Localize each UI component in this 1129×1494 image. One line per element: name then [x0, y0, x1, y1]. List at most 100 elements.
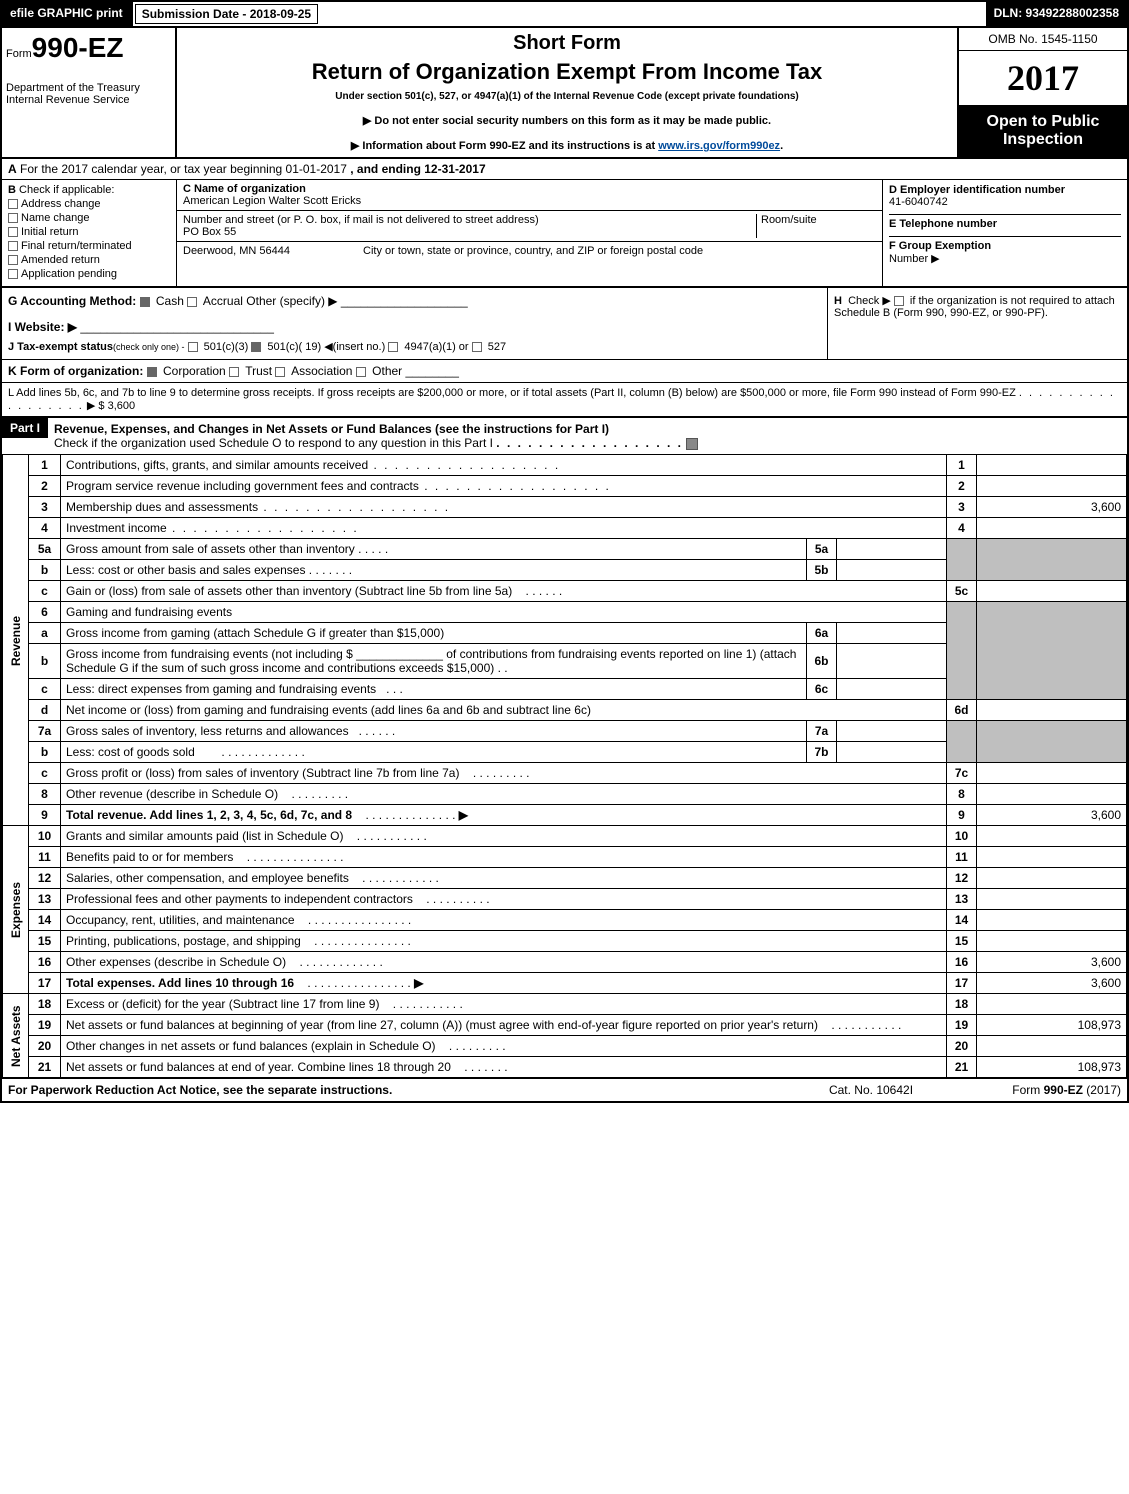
f-label: F Group Exemption — [889, 240, 991, 252]
footer-right-form: 990-EZ — [1044, 1083, 1083, 1097]
checkbox-other-org[interactable] — [356, 367, 366, 377]
checkbox-501c3[interactable] — [188, 342, 198, 352]
line-desc-pre: Gross income from fundraising events (no… — [66, 647, 356, 661]
header-right: OMB No. 1545-1150 2017 Open to Public In… — [957, 28, 1127, 157]
box-num: 1 — [947, 455, 977, 476]
line-desc: Other changes in net assets or fund bala… — [66, 1039, 436, 1053]
box-num: 4 — [947, 518, 977, 539]
linenum: b — [29, 742, 61, 763]
column-h: H Check ▶ if the organization is not req… — [827, 288, 1127, 359]
box-val: 108,973 — [977, 1057, 1127, 1078]
table-row: 12 Salaries, other compensation, and emp… — [3, 868, 1127, 889]
linenum: c — [29, 763, 61, 784]
section-b-c-d: B Check if applicable: Address change Na… — [2, 179, 1127, 286]
linenum: 21 — [29, 1057, 61, 1078]
checkbox-amended[interactable] — [8, 255, 18, 265]
table-row: 4 Investment income 4 — [3, 518, 1127, 539]
instructions-link[interactable]: www.irs.gov/form990ez — [658, 140, 780, 152]
dept-treasury: Department of the Treasury — [6, 82, 171, 94]
form-container: efile GRAPHIC print Submission Date - 20… — [0, 0, 1129, 1103]
h-text1: Check ▶ — [848, 295, 891, 307]
shaded-cell — [947, 602, 977, 700]
checkbox-name-change[interactable] — [8, 213, 18, 223]
row-g-h: G Accounting Method: Cash Accrual Other … — [2, 286, 1127, 359]
checkbox-initial-return[interactable] — [8, 227, 18, 237]
box-val — [977, 700, 1127, 721]
checkbox-h[interactable] — [894, 296, 904, 306]
line-desc: Gross sales of inventory, less returns a… — [66, 724, 349, 738]
box-num: 14 — [947, 910, 977, 931]
short-form-title: Short Form — [187, 32, 947, 55]
instruction-1: ▶ Do not enter social security numbers o… — [187, 114, 947, 127]
linenum: 12 — [29, 868, 61, 889]
line-desc: Net assets or fund balances at beginning… — [66, 1018, 818, 1032]
checkbox-address-change[interactable] — [8, 199, 18, 209]
shaded-cell — [977, 539, 1127, 581]
line-desc: Program service revenue including govern… — [66, 479, 419, 493]
box-num: 2 — [947, 476, 977, 497]
checkbox-501c[interactable] — [251, 342, 261, 352]
side-label-net-assets: Net Assets — [3, 994, 29, 1078]
arrow-icon: ▶ — [414, 976, 423, 990]
linenum: 8 — [29, 784, 61, 805]
table-row: 20 Other changes in net assets or fund b… — [3, 1036, 1127, 1057]
lines-table: Revenue 1 Contributions, gifts, grants, … — [2, 454, 1127, 1078]
e-label: E Telephone number — [889, 218, 997, 230]
linenum: 3 — [29, 497, 61, 518]
line-desc: Other revenue (describe in Schedule O) — [66, 787, 278, 801]
column-c: C Name of organization American Legion W… — [177, 180, 882, 286]
k-opt-2: Association — [291, 364, 352, 378]
part-1-header: Part I Revenue, Expenses, and Changes in… — [2, 416, 1127, 454]
efile-print-button[interactable]: efile GRAPHIC print — [2, 2, 133, 26]
line-desc: Excess or (deficit) for the year (Subtra… — [66, 997, 379, 1011]
line-desc: Gross amount from sale of assets other t… — [66, 542, 355, 556]
box-num: 6d — [947, 700, 977, 721]
table-row: c Gross profit or (loss) from sales of i… — [3, 763, 1127, 784]
line-desc: Other expenses (describe in Schedule O) — [66, 955, 286, 969]
box-val — [977, 784, 1127, 805]
footer-left: For Paperwork Reduction Act Notice, see … — [8, 1083, 791, 1097]
table-row: 2 Program service revenue including gove… — [3, 476, 1127, 497]
dots-icon — [419, 479, 611, 493]
box-val: 108,973 — [977, 1015, 1127, 1036]
line-desc: Benefits paid to or for members — [66, 850, 233, 864]
checkbox-final-return[interactable] — [8, 241, 18, 251]
footer-right-prefix: Form — [1012, 1083, 1043, 1097]
open-to-public: Open to Public Inspection — [959, 105, 1127, 157]
checkbox-corp[interactable] — [147, 367, 157, 377]
table-row: 15 Printing, publications, postage, and … — [3, 931, 1127, 952]
checkbox-cash[interactable] — [140, 297, 150, 307]
checkbox-527[interactable] — [472, 342, 482, 352]
column-d: D Employer identification number41-60407… — [882, 180, 1127, 286]
linenum: c — [29, 679, 61, 700]
linenum: 19 — [29, 1015, 61, 1036]
form-number: 990-EZ — [32, 32, 124, 63]
box-val — [977, 931, 1127, 952]
checkbox-assoc[interactable] — [275, 367, 285, 377]
b-item-0: Address change — [21, 198, 101, 210]
subsection-text: Under section 501(c), 527, or 4947(a)(1)… — [187, 91, 947, 102]
line-desc: Gaming and fundraising events — [61, 602, 947, 623]
l-amount: ▶ $ 3,600 — [87, 400, 135, 412]
linenum: b — [29, 644, 61, 679]
subbox-val — [837, 721, 947, 742]
c-label: C Name of organization — [183, 183, 306, 195]
b-item-1: Name change — [21, 212, 90, 224]
box-num: 19 — [947, 1015, 977, 1036]
dots-icon — [258, 500, 450, 514]
checkbox-accrual[interactable] — [187, 297, 197, 307]
box-val — [977, 476, 1127, 497]
box-val — [977, 518, 1127, 539]
dln-label: DLN: 93492288002358 — [986, 2, 1127, 26]
table-row: 5a Gross amount from sale of assets othe… — [3, 539, 1127, 560]
checkbox-4947[interactable] — [388, 342, 398, 352]
checkbox-trust[interactable] — [229, 367, 239, 377]
subbox-val — [837, 644, 947, 679]
line-desc: Gross income from gaming (attach Schedul… — [66, 626, 444, 640]
open-public-1: Open to Public — [963, 113, 1123, 131]
checkbox-app-pending[interactable] — [8, 269, 18, 279]
box-val — [977, 1036, 1127, 1057]
instr2-suffix: . — [780, 140, 783, 152]
part-1-desc: Revenue, Expenses, and Changes in Net As… — [48, 418, 1127, 454]
linenum: a — [29, 623, 61, 644]
